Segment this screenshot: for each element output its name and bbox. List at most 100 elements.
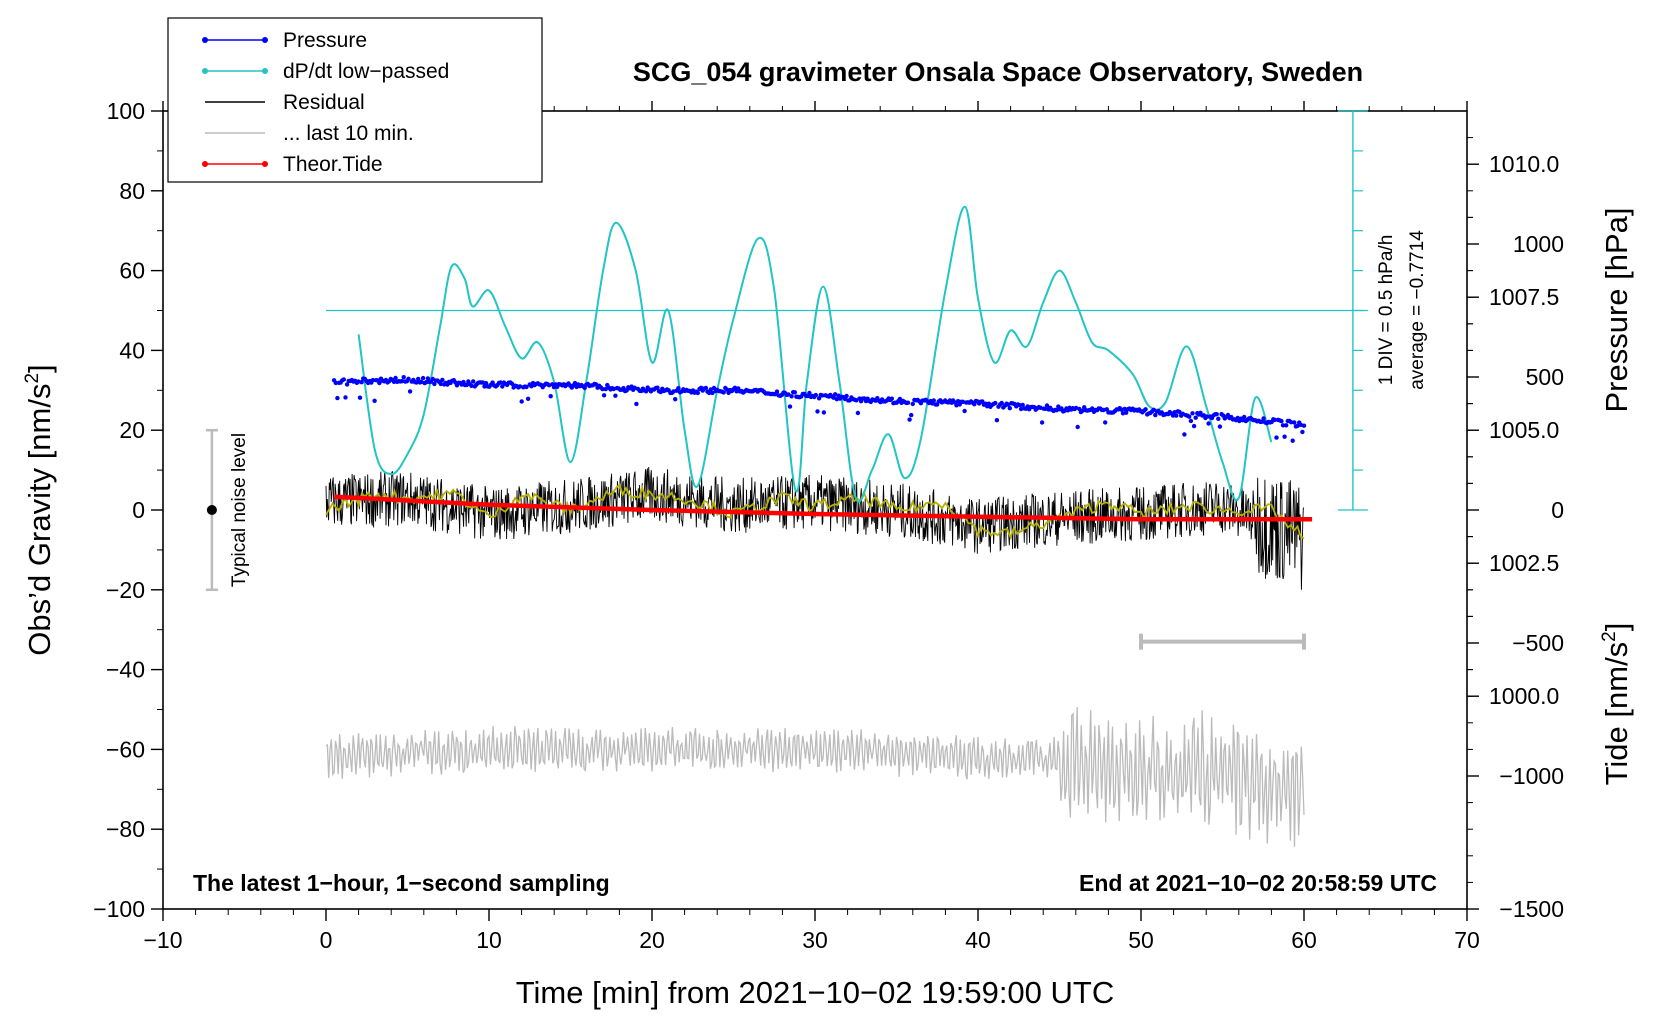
pressure-point bbox=[1280, 423, 1286, 428]
pressure-point bbox=[815, 409, 820, 414]
pressure-point bbox=[424, 380, 429, 385]
tide-tick-label: −500 bbox=[1512, 630, 1564, 656]
tide-title-close: ] bbox=[1599, 623, 1634, 632]
pressure-point bbox=[1153, 412, 1158, 418]
pressure-point bbox=[909, 412, 914, 418]
pressure-point bbox=[509, 381, 515, 386]
series-last-10-min bbox=[325, 706, 1305, 847]
pressure-point bbox=[980, 399, 985, 404]
pressure-point bbox=[673, 397, 678, 402]
pressure-point bbox=[789, 394, 794, 399]
pressure-point bbox=[1288, 420, 1294, 425]
pressure-point bbox=[414, 380, 419, 385]
legend-label: Residual bbox=[283, 91, 365, 114]
legend-label: Pressure bbox=[283, 29, 367, 52]
series-residual bbox=[325, 466, 1305, 590]
x-tick-label: 0 bbox=[320, 927, 333, 953]
pressure-point bbox=[792, 390, 797, 395]
pressure-point bbox=[676, 386, 681, 391]
pressure-point bbox=[517, 384, 523, 389]
pressure-point bbox=[524, 384, 529, 390]
pressure-point bbox=[500, 384, 505, 389]
pressure-point bbox=[419, 379, 424, 385]
y-tick-label: 60 bbox=[119, 258, 145, 284]
y-axis-tide: 1000 500 0 −500 −1000 −1500 bbox=[1467, 216, 1564, 922]
legend-swatch-dot-right bbox=[262, 37, 268, 43]
pressure-point bbox=[910, 401, 915, 407]
y-tick-label: −40 bbox=[106, 657, 145, 683]
y-axis-title-pressure: Pressure [hPa] bbox=[1599, 207, 1634, 412]
y-axis-title-gravity: Obs’d Gravity [nm/s2] bbox=[22, 364, 57, 655]
series-dpdt bbox=[357, 205, 1273, 503]
pressure-point bbox=[655, 385, 660, 390]
pressure-point bbox=[399, 379, 405, 384]
noise-center-dot bbox=[206, 505, 217, 515]
pressure-point bbox=[469, 383, 474, 388]
pressure-point bbox=[807, 390, 812, 396]
x-tick-label: 70 bbox=[1454, 927, 1480, 953]
pressure-point bbox=[1191, 423, 1197, 429]
chart-title: SCG_054 gravimeter Onsala Space Observat… bbox=[633, 57, 1363, 87]
pressure-point bbox=[695, 390, 700, 396]
pressure-point bbox=[1039, 420, 1045, 425]
pressure-point bbox=[1301, 423, 1307, 428]
pressure-point bbox=[643, 389, 649, 394]
pressure-point bbox=[831, 395, 836, 400]
legend-swatch-dot-right bbox=[262, 68, 268, 74]
y-tick-label: −80 bbox=[106, 816, 145, 842]
tide-title-main: Tide [nm/s bbox=[1599, 642, 1634, 786]
x-tick-label: 10 bbox=[476, 927, 502, 953]
pressure-point bbox=[960, 399, 966, 404]
dpdt-div-label: 1 DIV = 0.5 hPa/h bbox=[1376, 235, 1397, 386]
legend-label: dP/dt low−passed bbox=[283, 60, 449, 83]
tide-tick-label: 1000 bbox=[1513, 231, 1564, 257]
x-axis: −10 0 10 20 30 40 50 60 70 bbox=[143, 101, 1480, 953]
x-tick-label: −10 bbox=[143, 927, 182, 953]
y-axis-title-tide: Tide [nm/s2] bbox=[1599, 623, 1634, 786]
pressure-point bbox=[1182, 432, 1187, 437]
pressure-point bbox=[787, 404, 793, 409]
x-tick-label: 20 bbox=[639, 927, 665, 953]
legend-swatch-dot-left bbox=[202, 68, 208, 74]
pressure-point bbox=[407, 389, 413, 394]
pressure-point bbox=[471, 379, 476, 384]
pressure-tick-label: 1005.0 bbox=[1489, 417, 1559, 443]
pressure-tick-label: 1010.0 bbox=[1489, 151, 1559, 177]
pressure-point bbox=[1282, 434, 1287, 439]
pressure-point bbox=[601, 393, 607, 398]
pressure-point bbox=[1290, 438, 1295, 443]
y-axis-title-close: ] bbox=[22, 364, 57, 373]
pressure-point bbox=[600, 386, 605, 392]
pressure-point bbox=[703, 385, 709, 391]
pressure-point bbox=[420, 375, 426, 381]
plot-series bbox=[325, 205, 1313, 847]
legend-swatch-dot-left bbox=[202, 161, 208, 167]
y-tick-label: 0 bbox=[132, 497, 145, 523]
pressure-point bbox=[1272, 417, 1278, 423]
pressure-point bbox=[993, 400, 998, 406]
pressure-point bbox=[1090, 406, 1095, 411]
pressure-point bbox=[786, 392, 791, 397]
pressure-point bbox=[1300, 429, 1305, 435]
pressure-point bbox=[1122, 406, 1127, 412]
y-tick-label: 20 bbox=[119, 417, 145, 443]
pressure-point bbox=[710, 390, 715, 396]
pressure-point bbox=[813, 392, 818, 398]
pressure-point bbox=[432, 381, 437, 387]
pressure-tick-label: 1007.5 bbox=[1489, 284, 1559, 310]
pressure-point bbox=[820, 393, 825, 398]
pressure-point bbox=[1261, 416, 1266, 421]
x-tick-label: 60 bbox=[1291, 927, 1317, 953]
y-axis-title-sup: 2 bbox=[22, 373, 43, 384]
pressure-point bbox=[1018, 406, 1024, 412]
pressure-point bbox=[416, 376, 421, 382]
pressure-point bbox=[357, 395, 363, 400]
pressure-point bbox=[1274, 435, 1279, 440]
pressure-point bbox=[546, 383, 552, 388]
pressure-point bbox=[732, 385, 738, 390]
legend: Pressure dP/dt low−passed Residual ... last… bbox=[167, 17, 543, 183]
pressure-point bbox=[897, 396, 903, 402]
pressure-point bbox=[498, 380, 503, 385]
pressure-point bbox=[401, 375, 406, 380]
pressure-point bbox=[1038, 405, 1043, 410]
